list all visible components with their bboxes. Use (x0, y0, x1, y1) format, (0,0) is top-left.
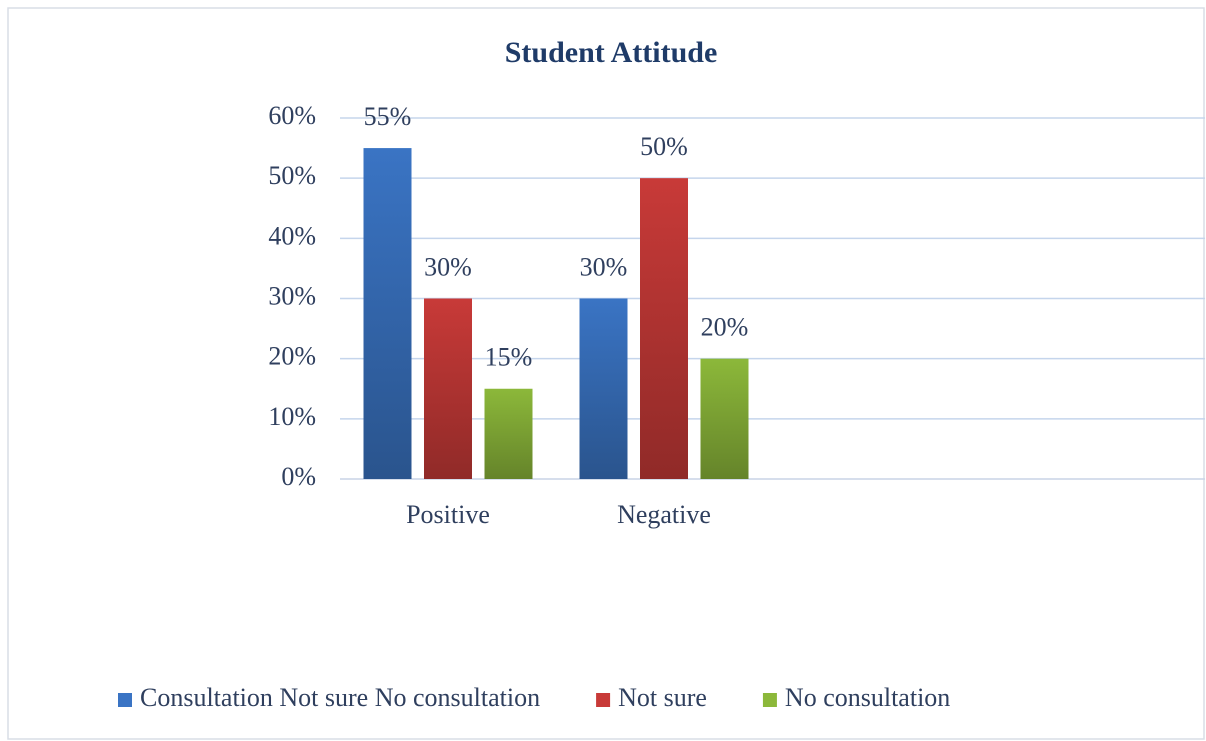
bar (700, 358, 749, 479)
y-tick-label: 50% (268, 161, 316, 190)
chart-title: Student Attitude (505, 36, 718, 69)
value-label: 50% (640, 132, 688, 161)
value-label: 20% (701, 313, 749, 342)
bar (579, 298, 628, 479)
bar (484, 388, 533, 479)
bar (424, 298, 472, 479)
y-tick-label: 60% (268, 101, 316, 130)
x-tick-label: Negative (617, 500, 711, 529)
y-tick-label: 10% (268, 402, 316, 431)
legend-label: Consultation Not sure No consultation (140, 683, 540, 712)
y-tick-label: 0% (281, 462, 316, 491)
y-tick-label: 20% (268, 342, 316, 371)
value-label: 15% (485, 343, 533, 372)
legend-label: No consultation (785, 683, 950, 712)
bar (640, 178, 688, 479)
legend-swatch (118, 693, 132, 707)
value-label: 30% (580, 252, 628, 281)
legend-swatch (762, 693, 777, 707)
value-label: 55% (364, 102, 412, 131)
bar (363, 148, 412, 480)
y-tick-label: 40% (268, 221, 316, 250)
x-tick-label: Positive (406, 500, 490, 529)
y-tick-label: 30% (268, 281, 316, 310)
value-label: 30% (424, 252, 472, 281)
legend-swatch (596, 693, 611, 707)
legend-label: Not sure (618, 683, 707, 712)
